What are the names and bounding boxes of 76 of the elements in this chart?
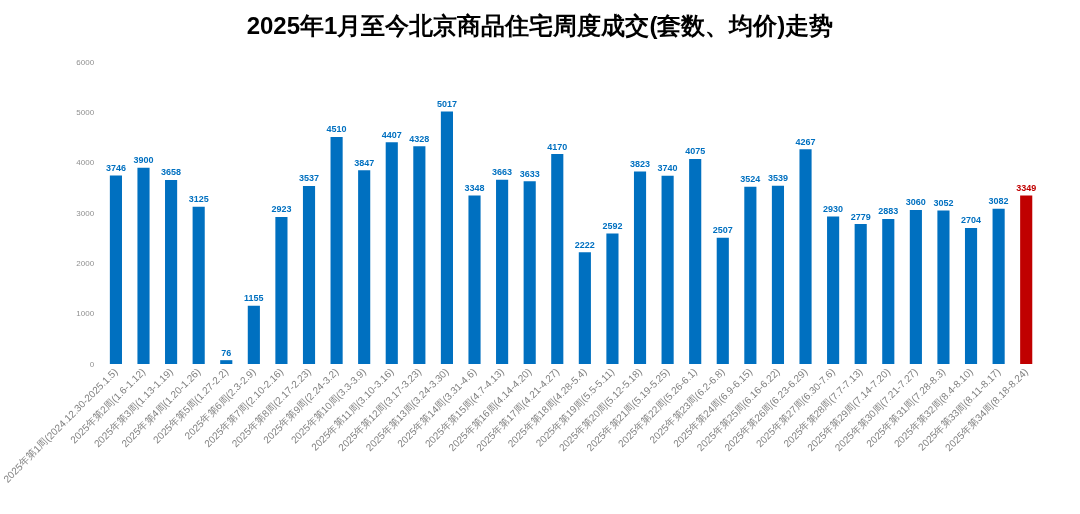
bar: [192, 206, 205, 364]
y-tick-label: 0: [89, 359, 95, 369]
data-label: 2592: [602, 221, 623, 232]
bar: [578, 252, 591, 364]
data-label: 3082: [988, 196, 1009, 207]
data-label: 3633: [519, 168, 540, 179]
y-tick-label: 6000: [76, 57, 95, 67]
data-label: 3823: [630, 159, 651, 170]
data-label: 3539: [767, 173, 788, 184]
bar: [937, 210, 950, 364]
bar: [523, 181, 536, 364]
bar: [358, 170, 371, 364]
bar: [165, 179, 178, 364]
bar: [716, 237, 729, 364]
bar: [744, 186, 757, 364]
data-label: 2779: [850, 211, 871, 222]
data-label: 2704: [961, 215, 982, 226]
data-label: 3658: [161, 167, 182, 178]
data-label: 3348: [464, 182, 485, 193]
bar: [385, 142, 398, 364]
data-label: 5017: [436, 98, 457, 109]
bar: [275, 216, 288, 364]
bar: [992, 208, 1005, 364]
data-label: 4407: [381, 129, 402, 140]
bar: [909, 209, 922, 364]
data-label: 2883: [878, 206, 899, 217]
bar: [137, 167, 150, 364]
data-label: 3663: [492, 167, 513, 178]
data-label: 3349: [1016, 182, 1037, 193]
bar: [302, 185, 316, 364]
data-label: 4170: [547, 141, 568, 152]
data-label: 4267: [795, 136, 816, 147]
bar: [220, 360, 233, 364]
bar: [661, 175, 674, 364]
data-label: 3052: [933, 197, 954, 208]
bar: [854, 224, 867, 364]
data-label: 4510: [326, 124, 347, 135]
bar: [633, 171, 647, 364]
data-label: 2222: [574, 239, 595, 250]
bar: [827, 216, 840, 364]
bar: [440, 111, 453, 364]
data-label: 3060: [905, 197, 926, 208]
data-label: 2930: [823, 204, 844, 215]
bar: [799, 149, 812, 364]
data-label: 3537: [299, 173, 320, 184]
chart-title: 2025年1月至今北京商品住宅周度成交(套数、均价)走势: [246, 11, 834, 39]
bar: [551, 154, 564, 364]
bar: [413, 146, 426, 364]
data-label: 3524: [740, 174, 761, 185]
bar: [247, 305, 260, 364]
data-label: 4328: [409, 133, 430, 144]
bar: [882, 218, 895, 364]
y-tick-label: 5000: [76, 107, 95, 117]
data-label: 4075: [685, 146, 706, 157]
data-label: 76: [221, 347, 232, 358]
bar: [468, 195, 481, 364]
bar: [771, 185, 785, 364]
y-tick-label: 4000: [76, 158, 95, 168]
data-label: 1155: [244, 293, 264, 304]
bar: [689, 158, 702, 364]
bar: [109, 175, 122, 364]
y-tick-label: 1000: [76, 309, 95, 319]
data-label: 3746: [105, 162, 126, 173]
bar: [330, 137, 343, 364]
bar: [1020, 195, 1033, 364]
data-label: 3740: [657, 163, 678, 174]
data-label: 2923: [271, 204, 292, 215]
y-tick-label: 2000: [76, 258, 95, 268]
data-label: 2507: [712, 225, 733, 236]
data-label: 3900: [133, 155, 154, 166]
bar: [964, 227, 978, 364]
y-tick-label: 3000: [76, 208, 95, 218]
data-label: 3847: [354, 157, 375, 168]
bar: [606, 233, 619, 364]
bar: [496, 179, 509, 364]
data-label: 3125: [188, 194, 209, 205]
